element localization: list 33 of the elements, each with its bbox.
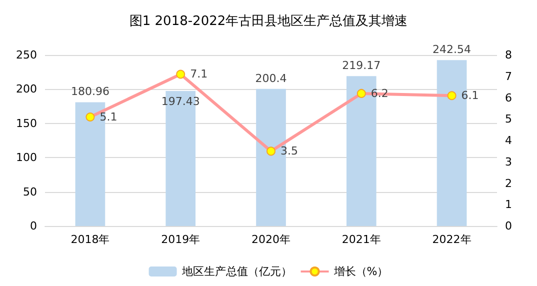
y2-tick-label: 2 <box>505 176 512 190</box>
y-tick-label: 100 <box>16 151 37 164</box>
x-tick-label: 2018年 <box>70 233 110 246</box>
y-tick-label: 200 <box>16 82 37 96</box>
y2-tick-label: 6 <box>505 91 512 104</box>
data-label: 3.5 <box>280 144 298 158</box>
y-tick-label: 0 <box>30 220 37 232</box>
data-label: 197.43 <box>161 94 200 108</box>
y2-tick-label: 0 <box>505 220 512 232</box>
y2-tick-label: 5 <box>505 112 512 126</box>
data-label: 6.1 <box>461 89 479 102</box>
data-label: 7.1 <box>190 68 208 81</box>
x-tick-label: 2022年 <box>432 233 472 246</box>
data-label: 219.17 <box>342 59 381 72</box>
data-label: 200.4 <box>255 72 287 85</box>
y2-tick-label: 4 <box>505 134 512 147</box>
data-label: 180.96 <box>70 85 110 98</box>
x-tick-label: 2020年 <box>252 233 290 246</box>
y2-tick-label: 3 <box>505 155 512 168</box>
legend-label: 增长（%） <box>332 265 388 278</box>
data-label: 242.54 <box>432 43 472 56</box>
legend-label: 地区生产总值（亿元） <box>180 265 292 278</box>
data-label: 5.1 <box>100 110 118 124</box>
y-tick-label: 150 <box>16 116 37 130</box>
chart-title: 图1 2018-2022年古田县地区生产总值及其增速 <box>129 14 408 29</box>
y2-tick-label: 8 <box>505 48 512 62</box>
x-tick-label: 2019年 <box>161 233 200 246</box>
y-tick-label: 50 <box>23 185 37 198</box>
y2-tick-label: 7 <box>505 70 512 83</box>
y2-tick-label: 1 <box>505 198 512 212</box>
x-tick-label: 2021年 <box>342 233 381 246</box>
data-label: 6.2 <box>370 86 388 100</box>
y-tick-label: 250 <box>16 48 37 62</box>
